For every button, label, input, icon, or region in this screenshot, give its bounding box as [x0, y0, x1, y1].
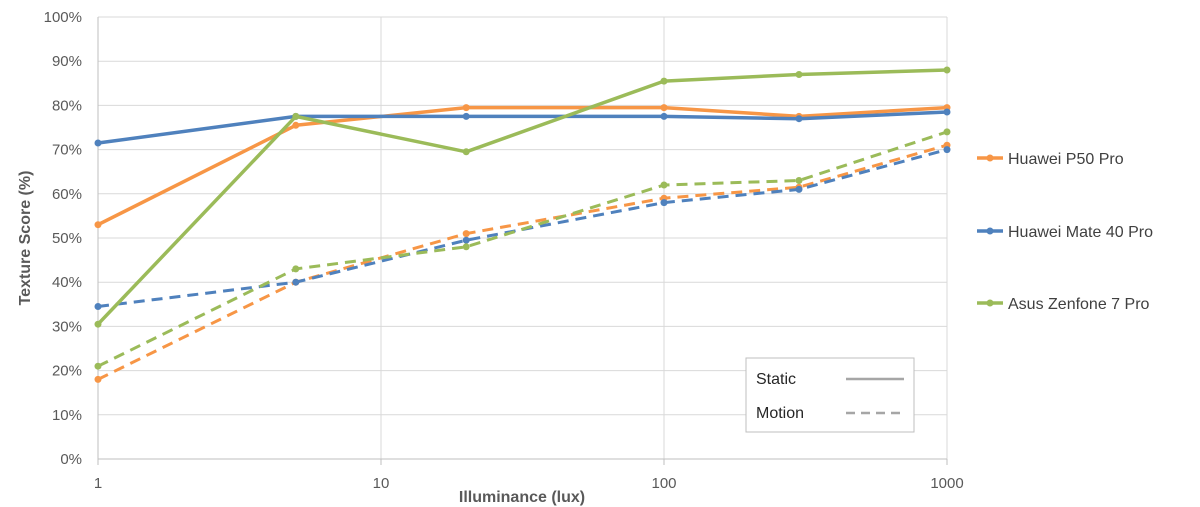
y-tick-label: 20%	[52, 363, 82, 380]
asus-zenfone-7-pro-static-point	[462, 148, 470, 156]
y-tick-label: 0%	[60, 451, 82, 468]
x-tick-label: 10	[373, 475, 390, 492]
line-style-legend-box	[745, 357, 915, 433]
motion-label: Motion	[756, 405, 804, 422]
huawei-mate-40-pro-motion-point	[943, 146, 951, 154]
huawei-mate-40-pro-static-point	[94, 139, 102, 147]
x-tick-label: 1000	[930, 475, 963, 492]
series-legend: Huawei P50 Pro Huawei Mate 40 Pro Asus Zen…	[977, 151, 1153, 313]
line-style-legend: Static Motion	[745, 357, 915, 433]
huawei-p50-pro-motion-point	[462, 230, 470, 238]
y-axis-ticks: 0% 10% 20% 30% 40% 50% 60% 70% 80% 90% 100%	[44, 9, 82, 468]
asus-zenfone-7-pro-static-line	[96, 68, 948, 326]
static-label: Static	[756, 371, 796, 388]
axes	[97, 17, 948, 465]
huawei-mate-40-pro-static-point	[462, 112, 470, 120]
y-tick-label: 100%	[44, 9, 82, 26]
y-tick-label: 10%	[52, 407, 82, 424]
asus-zenfone-7-pro-motion-point	[462, 243, 470, 251]
asus-zenfone-7-pro-static-point	[795, 71, 803, 78]
y-tick-label: 80%	[52, 97, 82, 114]
y-tick-label: 70%	[52, 142, 82, 159]
huawei-mate-40-pro-static-line	[97, 110, 948, 145]
huawei-mate-40-pro-motion-point	[795, 185, 803, 193]
x-axis-title: Illuminance (lux)	[459, 489, 585, 506]
huawei-mate-40-pro-motion-point	[292, 278, 300, 286]
asus-zenfone-7-pro-static-point	[292, 112, 300, 120]
legend-label-huawei-p50-pro: Huawei P50 Pro	[1008, 151, 1124, 168]
legend-label-asus-zenfone-7-pro: Asus Zenfone 7 Pro	[1008, 296, 1150, 313]
asus-zenfone-7-pro-motion-line	[97, 130, 948, 368]
x-axis-ticks: 1 10 100 1000	[94, 475, 964, 492]
y-tick-label: 60%	[52, 186, 82, 203]
legend-marker-asus-zenfone-7-pro	[986, 299, 994, 307]
asus-zenfone-7-pro-motion-point	[660, 181, 668, 189]
y-axis-title: Texture Score (%)	[17, 171, 34, 306]
asus-zenfone-7-pro-motion-point	[94, 362, 102, 370]
huawei-p50-pro-static-point	[462, 104, 470, 112]
huawei-mate-40-pro-motion-point	[94, 303, 102, 310]
y-tick-label: 50%	[52, 230, 82, 247]
asus-zenfone-7-pro-motion-point	[292, 265, 300, 273]
huawei-mate-40-pro-motion-point	[660, 199, 668, 207]
huawei-p50-pro-static-point	[292, 121, 300, 129]
huawei-p50-pro-motion-line	[97, 143, 948, 381]
asus-zenfone-7-pro-static-point	[660, 77, 668, 85]
huawei-p50-pro-static-point	[660, 104, 668, 112]
huawei-p50-pro-static-point	[94, 221, 102, 229]
huawei-p50-pro-motion-point	[94, 375, 102, 383]
y-tick-label: 30%	[52, 318, 82, 335]
x-tick-label: 1	[94, 475, 102, 492]
x-tick-label: 100	[651, 475, 676, 492]
huawei-p50-pro-static-line	[97, 105, 948, 227]
legend-label-huawei-mate-40-pro: Huawei Mate 40 Pro	[1008, 224, 1153, 241]
huawei-mate-40-pro-static-point	[943, 108, 951, 116]
huawei-mate-40-pro-static-point	[795, 115, 803, 123]
y-tick-label: 40%	[52, 274, 82, 291]
asus-zenfone-7-pro-static-point	[94, 320, 102, 328]
asus-zenfone-7-pro-static-point	[943, 66, 951, 74]
asus-zenfone-7-pro-motion-point	[795, 177, 803, 184]
plot-area	[94, 66, 951, 383]
grid-lines	[98, 16, 948, 459]
asus-zenfone-7-pro-motion-point	[943, 128, 951, 136]
legend-marker-huawei-p50-pro	[986, 154, 994, 162]
huawei-mate-40-pro-motion-point	[462, 236, 470, 244]
y-tick-label: 90%	[52, 53, 82, 70]
legend-marker-huawei-mate-40-pro	[986, 227, 994, 235]
huawei-mate-40-pro-static-point	[660, 112, 668, 120]
